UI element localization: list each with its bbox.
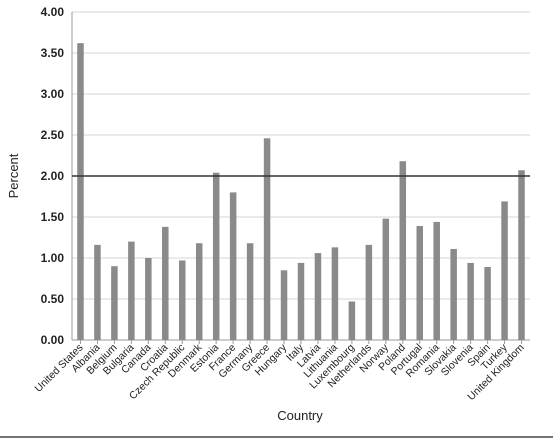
y-tick-label: 1.00 <box>41 251 65 265</box>
bar <box>263 138 271 340</box>
bar <box>399 161 407 340</box>
bar <box>467 262 474 340</box>
bar <box>128 241 135 340</box>
bar <box>314 253 322 340</box>
bar <box>212 172 220 340</box>
y-axis-title: Percent <box>6 153 21 198</box>
y-tick-label: 2.50 <box>41 128 65 142</box>
y-tick-label: 2.00 <box>41 169 65 183</box>
x-tick-labels: United StatesAlbaniaBelgiumBulgariaCanad… <box>33 340 527 403</box>
bar <box>94 244 101 340</box>
bar <box>280 270 288 340</box>
bar <box>331 247 339 340</box>
x-axis-title: Country <box>277 408 323 423</box>
bar <box>348 301 356 340</box>
bar <box>246 243 254 340</box>
y-tick-labels: 0.00 0.50 1.00 1.50 2.00 2.50 3.00 3.50 4.00 <box>41 5 65 347</box>
bar <box>162 226 169 340</box>
bar <box>297 262 305 340</box>
y-tick-label: 3.00 <box>41 87 65 101</box>
bar-layer <box>77 43 525 340</box>
bar <box>518 170 525 340</box>
y-tick-label: 1.50 <box>41 210 65 224</box>
bar <box>179 260 186 340</box>
bar <box>195 243 203 340</box>
bar <box>501 201 508 340</box>
bar <box>365 244 373 340</box>
bar <box>484 267 491 340</box>
y-tick-label: 0.00 <box>41 333 65 347</box>
bar <box>416 226 423 340</box>
bar <box>111 266 118 340</box>
bar <box>450 248 457 340</box>
y-tick-label: 3.50 <box>41 46 65 60</box>
bar <box>229 192 237 340</box>
bar <box>77 43 84 340</box>
y-tick-label: 4.00 <box>41 5 65 19</box>
bar <box>433 221 440 340</box>
bar <box>145 258 152 340</box>
y-tick-label: 0.50 <box>41 292 65 306</box>
bar <box>382 218 390 340</box>
